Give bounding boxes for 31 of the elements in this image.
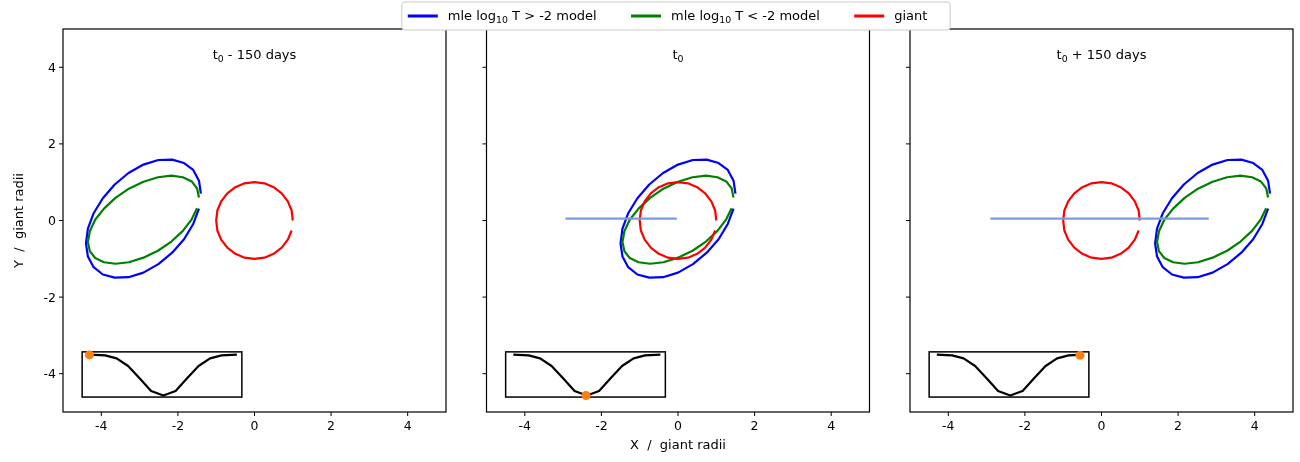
y-tick-label: 2 — [48, 136, 56, 152]
y-tick-label: -4 — [43, 366, 57, 382]
x-tick-label: 0 — [250, 418, 259, 433]
x-tick-label: 4 — [403, 418, 412, 433]
text: t$_{0}$ + 150 days — [1056, 47, 1147, 64]
y-axis-title: Y / giant radii — [11, 173, 26, 269]
x-axis-title: X / giant radii — [630, 437, 726, 452]
legend-label: mle log$_{10}$ T < -2 model — [671, 8, 820, 25]
x-tick-label: 2 — [1174, 418, 1183, 433]
text: t$_{0}$ - 150 days — [212, 47, 297, 64]
y-tick-label: 0 — [48, 213, 57, 228]
x-tick-label: 4 — [1250, 418, 1259, 433]
x-tick-label: -4 — [942, 418, 955, 433]
line-series — [84, 158, 202, 279]
text: t$_{0}$ — [672, 47, 684, 64]
x-tick-label: -2 — [595, 418, 608, 433]
x-tick-label: 2 — [327, 418, 336, 433]
x-tick-label: 0 — [1097, 418, 1106, 433]
line-series — [86, 174, 201, 265]
y-tick-label: 4 — [48, 59, 57, 75]
x-tick-label: 4 — [827, 418, 836, 433]
x-tick-label: -2 — [171, 418, 185, 433]
x-tick-label: -4 — [518, 418, 532, 433]
legend-label: giant — [894, 8, 928, 23]
line-series — [215, 181, 294, 260]
x-tick-label: 0 — [674, 418, 683, 433]
y-tick-label: -2 — [43, 289, 56, 305]
x-tick-label: -4 — [95, 418, 108, 433]
legend-label: mle log$_{10}$ T > -2 model — [447, 8, 597, 25]
x-tick-label: 2 — [750, 418, 759, 433]
x-tick-label: -2 — [1018, 418, 1032, 433]
